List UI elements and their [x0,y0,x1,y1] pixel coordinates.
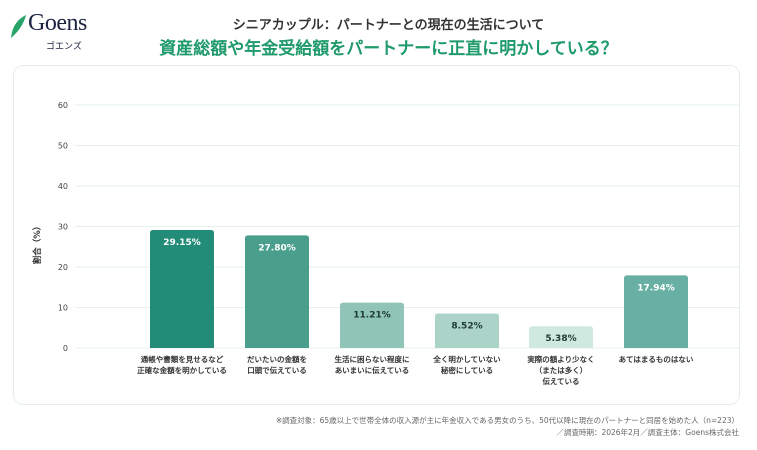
chart-title: 資産総額や年金受給額をパートナーに正直に明かしている？ [159,39,618,59]
logo-kana: ゴエンズ [46,42,82,52]
x-tick-label: 生活に困らない程度に [335,354,410,364]
bar [624,275,688,348]
x-tick-label: 秘密にしている [441,365,493,375]
chart-card [13,65,740,405]
data-label: 5.38% [545,334,576,344]
y-tick-label: 40 [58,182,68,191]
y-tick-label: 60 [58,101,68,110]
data-label: 27.80% [258,243,296,253]
chart-subtitle: シニアカップル：パートナーとの現在の生活について [232,18,545,33]
x-tick-label: 口頭で伝えている [247,365,307,375]
data-label: 8.52% [451,321,482,331]
y-axis-label: 割合（%） [32,222,43,265]
bar [245,235,309,348]
logo-word: Goens [28,10,87,36]
bar [435,313,499,348]
x-tick-label: 伝えている [542,376,579,386]
footnote-line-1: ※調査対象：65歳以上で世帯全体の収入源が主に年金収入である男女のうち、50代以… [275,416,739,425]
y-tick-label: 10 [58,304,68,313]
data-label: 17.94% [637,283,675,293]
footnote: ※調査対象：65歳以上で世帯全体の収入源が主に年金収入である男女のうち、50代以… [276,415,739,439]
y-tick-label: 50 [58,142,68,151]
x-tick-label: だいたいの金額を [247,354,307,364]
x-tick-label: あいまいに伝えている [335,365,410,375]
x-tick-label: 通帳や書類を見せるなど [141,354,224,364]
x-tick-label: 実際の額より少なく [527,354,594,364]
footnote-line-2: ／調査時期：2026年2月／調査主体：Goens株式会社 [556,428,739,437]
bar [150,229,214,348]
bar [340,302,404,348]
data-label: 11.21% [353,311,391,321]
x-tick-label: あてはまるものはない [619,355,694,364]
x-tick-label: 正確な金額を明かしている [137,365,227,375]
y-tick-label: 0 [63,344,68,353]
x-tick-label: 全く明かしていない [432,354,501,364]
bar [529,326,593,348]
data-label: 29.15% [163,238,201,248]
y-tick-label: 30 [58,223,68,232]
y-tick-label: 20 [58,263,68,272]
x-tick-label: （または多く） [535,365,588,375]
leaf-icon [11,15,26,38]
